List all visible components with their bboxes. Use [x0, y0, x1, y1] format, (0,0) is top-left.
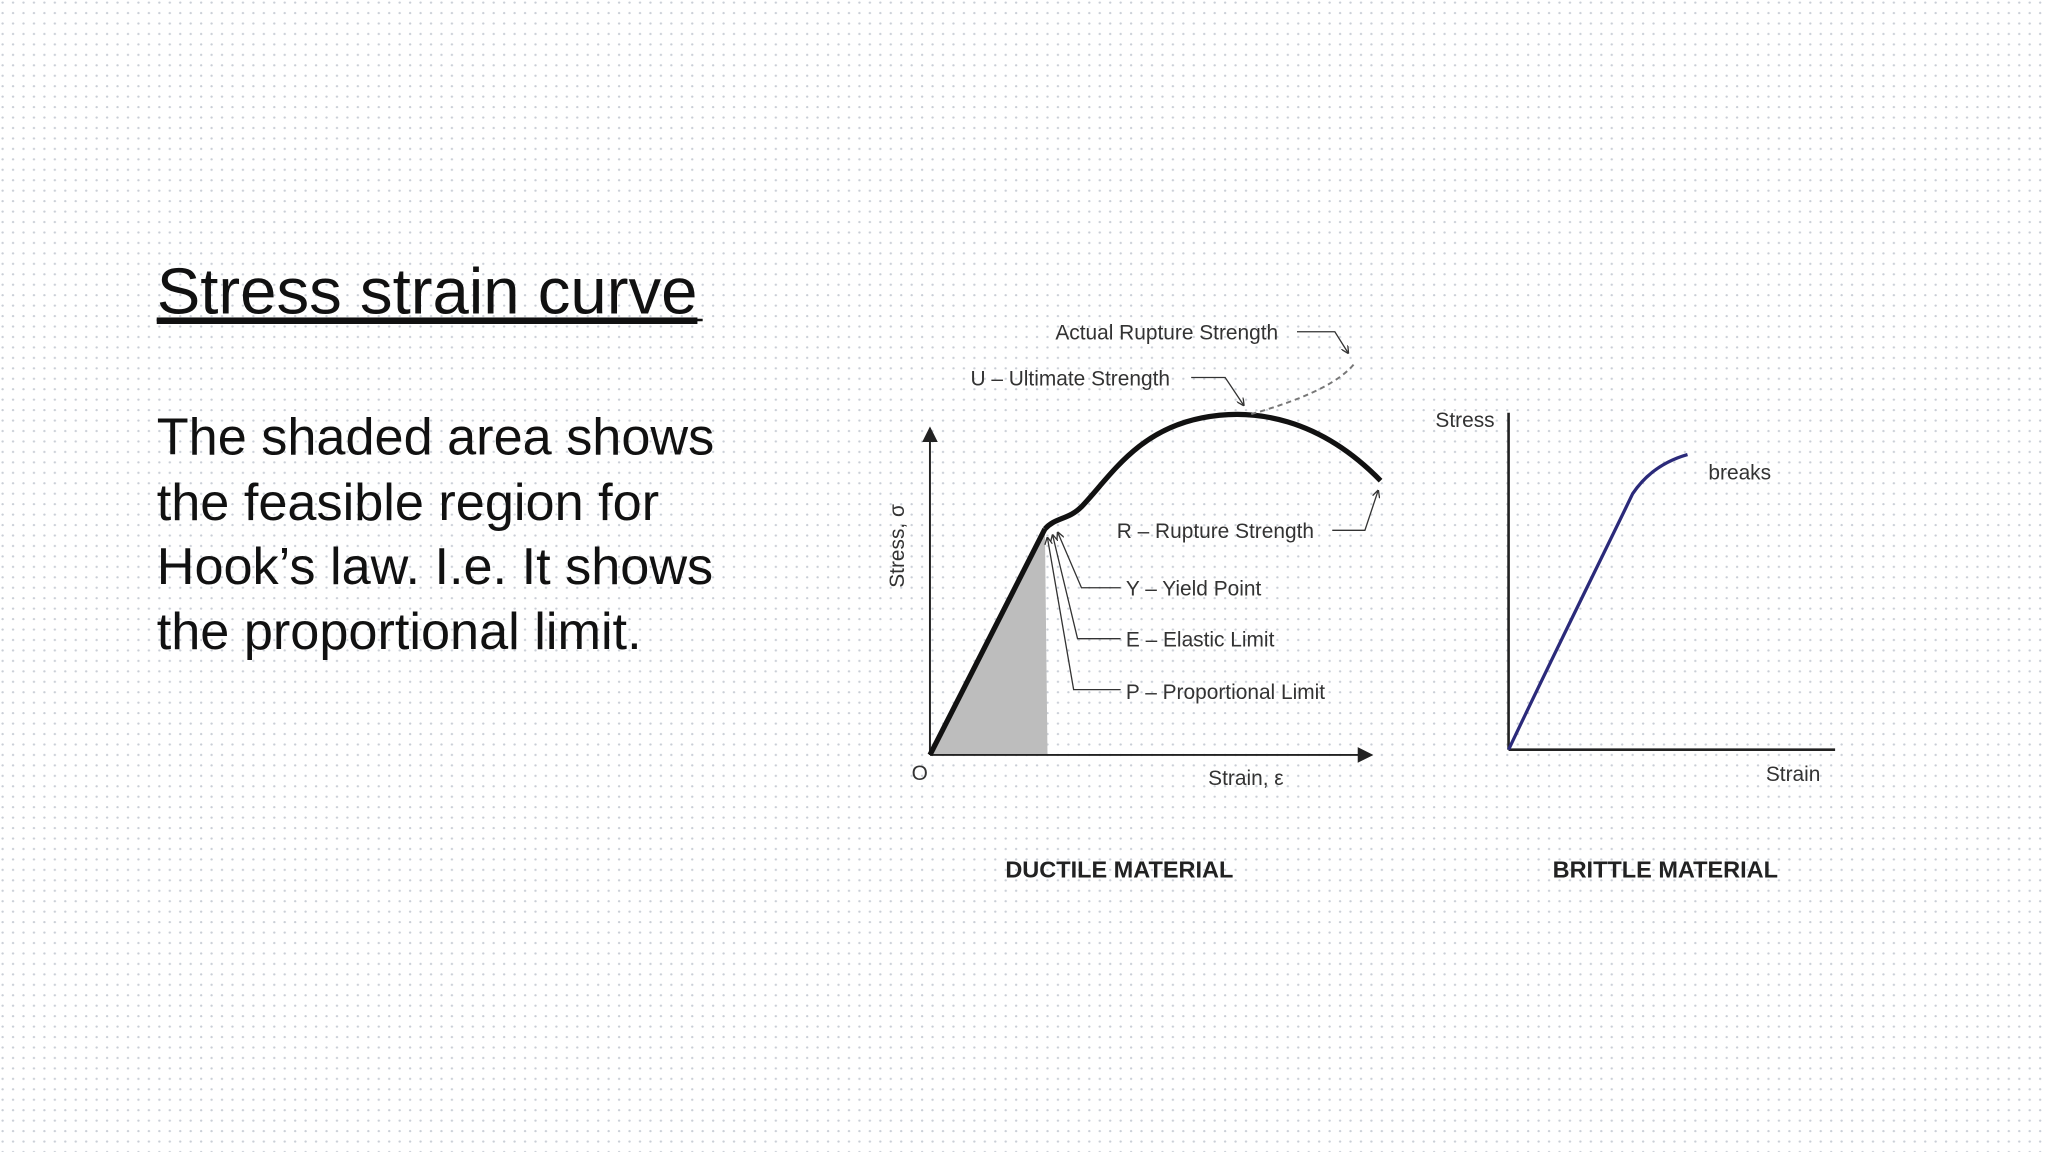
annotation: R – Rupture Strength: [1117, 520, 1314, 543]
leader: [1058, 533, 1121, 589]
body-line: Hook’s law. I.e. It shows: [157, 538, 713, 596]
leader: [1053, 536, 1121, 640]
annotation: Actual Rupture Strength: [1055, 322, 1278, 345]
x-axis-label: Strain: [1766, 763, 1821, 786]
y-axis-label: Stress: [1435, 409, 1494, 432]
body-line: the feasible region for: [157, 474, 659, 532]
leader: [1191, 376, 1243, 404]
annotation: U – Ultimate Strength: [970, 367, 1170, 390]
caption: DUCTILE MATERIAL: [1005, 857, 1233, 883]
body-line: The shaded area shows: [157, 409, 715, 467]
title: Stress strain curve: [157, 254, 698, 327]
stress-curve: [1042, 411, 1383, 531]
caption: BRITTLE MATERIAL: [1553, 857, 1778, 883]
annotation: breaks: [1708, 461, 1771, 484]
ductile-diagram: Actual Rupture Strength U – Ultimate Str…: [886, 322, 1383, 883]
annotation: Y – Yield Point: [1126, 578, 1262, 601]
annotation: P – Proportional Limit: [1126, 681, 1325, 704]
x-axis-label: Strain, ε: [1208, 767, 1283, 790]
stress-curve: [1507, 452, 1688, 751]
body-line: the proportional limit.: [157, 603, 642, 661]
annotation: E – Elastic Limit: [1126, 629, 1275, 652]
linear-region: [927, 527, 1048, 757]
origin-label: O: [912, 762, 928, 785]
actual-curve: [1250, 361, 1357, 415]
leader: [1048, 538, 1121, 691]
y-axis-label: Stress, σ: [886, 504, 909, 588]
brittle-diagram: Stress breaks Strain BRITTLE MATERIAL: [1435, 409, 1836, 883]
leader: [1332, 491, 1378, 531]
leader: [1296, 331, 1348, 353]
